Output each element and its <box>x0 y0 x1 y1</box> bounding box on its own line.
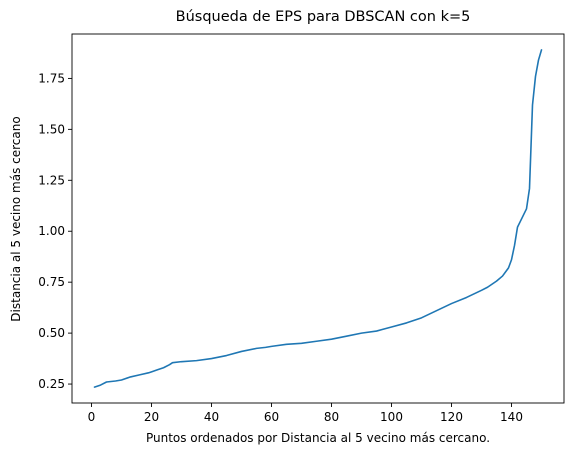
y-tick-label: 1.25 <box>38 173 65 187</box>
y-axis-label: Distancia al 5 vecino más cercano <box>9 116 23 321</box>
x-tick-label: 80 <box>324 410 339 424</box>
plot-area: 0 20 40 60 80 100 120 140 0.25 0.50 0.75 1.00 1.25 1.… <box>38 33 565 424</box>
x-tick-label: 0 <box>88 410 96 424</box>
axes-frame <box>71 33 565 404</box>
y-tick-label: 0.25 <box>38 377 65 391</box>
chart-title: Búsqueda de EPS para DBSCAN con k=5 <box>176 9 471 25</box>
y-tick-label: 0.50 <box>38 326 65 340</box>
x-tick-label: 40 <box>204 410 219 424</box>
y-tick-label: 0.75 <box>38 275 65 289</box>
data-line <box>93 49 543 388</box>
x-tick-label: 20 <box>144 410 159 424</box>
x-tick-label: 140 <box>500 410 523 424</box>
y-tick-label: 1.00 <box>38 224 65 238</box>
x-tick-label: 120 <box>440 410 463 424</box>
y-tick-label: 1.75 <box>38 71 65 85</box>
x-axis-label: Puntos ordenados por Distancia al 5 veci… <box>146 431 490 445</box>
y-tick-label: 1.50 <box>38 122 65 136</box>
x-tick-label: 100 <box>380 410 403 424</box>
x-tick-label: 60 <box>264 410 279 424</box>
